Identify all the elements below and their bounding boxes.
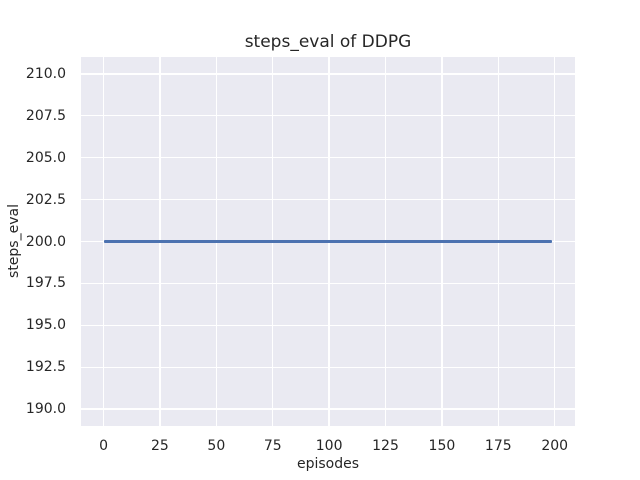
y-tick-label: 200.0 [25,233,66,250]
gridline-horizontal [81,366,575,369]
gridline-horizontal [81,73,575,75]
y-tick-label: 195.0 [25,317,66,334]
y-tick-label: 190.0 [25,401,66,418]
x-axis-label: episodes [296,456,360,472]
series-line-ddpg [103,240,553,243]
gridline-horizontal [81,114,575,117]
x-tick-label: 125 [372,438,399,454]
y-tick-label: 197.5 [25,275,66,292]
y-tick-label: 202.5 [25,191,66,208]
x-tick-label: 150 [428,438,456,454]
y-tick-label: 192.5 [25,359,66,376]
x-tick-label: 100 [315,438,343,454]
y-tick-label: 210.0 [25,65,66,82]
gridline-horizontal [81,408,575,410]
x-tick-label: 50 [207,438,226,454]
gridline-horizontal [81,282,575,285]
gridline-horizontal [81,198,575,201]
y-tick-label: 205.0 [25,149,66,166]
x-tick-label: 75 [263,438,282,454]
y-tick-label: 207.5 [25,107,66,124]
chart-title: steps_eval of DDPG [244,32,412,52]
gridline-horizontal [81,156,575,159]
x-tick-label: 175 [484,438,512,454]
x-tick-label: 200 [541,438,569,454]
x-tick-label: 25 [151,438,169,454]
x-tick-label: 0 [99,438,108,454]
plot-area [81,57,575,426]
gridline-horizontal [81,324,575,327]
